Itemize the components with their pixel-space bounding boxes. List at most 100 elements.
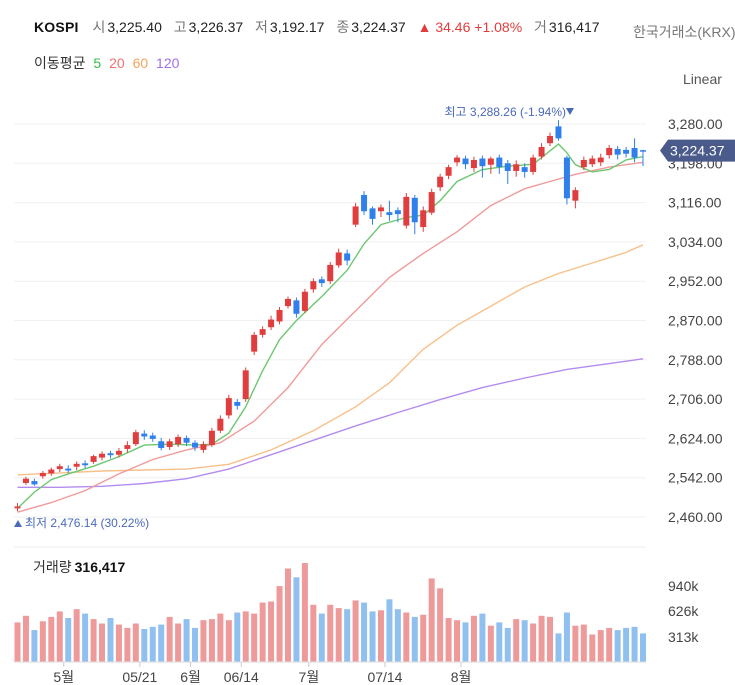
candle (445, 164, 452, 180)
volume-bar (504, 627, 511, 662)
volume-bar (462, 622, 469, 662)
candle-body (56, 466, 63, 470)
candle (73, 461, 80, 471)
ma-20-label: 20 (109, 55, 125, 71)
volume-bar (31, 630, 38, 662)
candle-body (454, 157, 461, 163)
volume-bar (623, 627, 630, 662)
candle-body (521, 167, 528, 172)
candle-body (394, 210, 401, 215)
volume-bar (175, 623, 182, 662)
volume-tick-label: 940k (668, 578, 699, 594)
candle (538, 143, 545, 160)
candle (107, 450, 114, 459)
candle-body (82, 463, 89, 466)
candle-body (132, 432, 139, 445)
volume-bar (141, 629, 148, 662)
volume-bar (242, 611, 249, 662)
volume-bar (530, 623, 537, 662)
candle-body (192, 442, 199, 448)
candle (479, 155, 486, 178)
candle-body (614, 148, 621, 155)
volume-value: 316,417 (548, 19, 600, 35)
candle (504, 159, 511, 184)
candle-body (428, 192, 435, 213)
candle-body (470, 159, 477, 169)
candle-body (631, 147, 638, 158)
y-tick-label: 2,542.00 (668, 470, 723, 486)
candle-body (39, 472, 46, 477)
candle-body (487, 158, 494, 165)
volume-panel-label: 거래량 316,417 (33, 557, 125, 577)
candle-body (284, 298, 291, 307)
candle (242, 367, 249, 402)
volume-bar (606, 627, 613, 662)
volume-bar (597, 630, 604, 662)
close-label: 종 (336, 19, 350, 35)
candle-body (580, 159, 587, 168)
candle-body (377, 207, 384, 212)
candle-body (99, 453, 106, 458)
candle (361, 191, 368, 216)
ma20-line (17, 161, 644, 513)
candle (530, 154, 537, 175)
candle-body (572, 190, 579, 201)
ma-legend[interactable]: 이동평균 5 20 60 120 (34, 53, 183, 73)
y-tick-label: 3,034.00 (668, 234, 723, 250)
volume-panel-value: 316,417 (74, 559, 126, 575)
candle (555, 120, 562, 141)
candle-body (183, 437, 190, 443)
volume-bar (403, 612, 410, 662)
candle-body (158, 441, 165, 448)
volume-bar (369, 611, 376, 662)
volume-bar (454, 620, 461, 662)
candle-body (563, 157, 570, 199)
volume-bar (208, 619, 215, 662)
volume-bar (73, 609, 80, 662)
volume-bar (132, 623, 139, 662)
volume-bar (301, 563, 308, 662)
candle (327, 262, 334, 285)
candle (597, 153, 604, 167)
symbol-name[interactable]: KOSPI (34, 19, 79, 35)
volume-bar (335, 608, 342, 662)
y-tick-label: 2,624.00 (668, 430, 723, 446)
volume-bar (580, 624, 587, 662)
candle (572, 187, 579, 209)
candle (276, 307, 283, 325)
candle-body (335, 252, 342, 266)
scale-mode-toggle[interactable]: Linear (683, 71, 722, 87)
current-price-tag (660, 139, 735, 162)
volume-bar (284, 568, 291, 662)
volume-bar (437, 588, 444, 662)
quote-header: KOSPI 시 3,225.40 고 3,226.37 저 3,192.17 종 3,2… (34, 17, 608, 37)
candle (470, 156, 477, 172)
candle (208, 427, 215, 448)
volume-bar (631, 626, 638, 662)
volume-bar (158, 624, 165, 662)
candle (580, 156, 587, 171)
candle (428, 188, 435, 216)
x-tick-label: 5월 (53, 669, 74, 685)
candle-body (530, 157, 537, 172)
volume-bar (183, 619, 190, 662)
candle (268, 315, 275, 331)
candle-body (65, 468, 72, 471)
volume-bar (200, 620, 207, 662)
volume-bar (411, 616, 418, 662)
candle (141, 430, 148, 440)
volume-bar (115, 624, 122, 662)
volume-bar (420, 614, 427, 662)
candle (394, 207, 401, 223)
candle-body (217, 418, 224, 431)
candle (124, 441, 131, 453)
candle (192, 440, 199, 451)
candle (14, 503, 21, 512)
volume-bar (318, 613, 325, 662)
candle-body (411, 197, 418, 223)
candle-body (175, 436, 182, 445)
volume-bar (107, 618, 114, 662)
candle-body (149, 435, 156, 439)
volume-bar (352, 600, 359, 662)
